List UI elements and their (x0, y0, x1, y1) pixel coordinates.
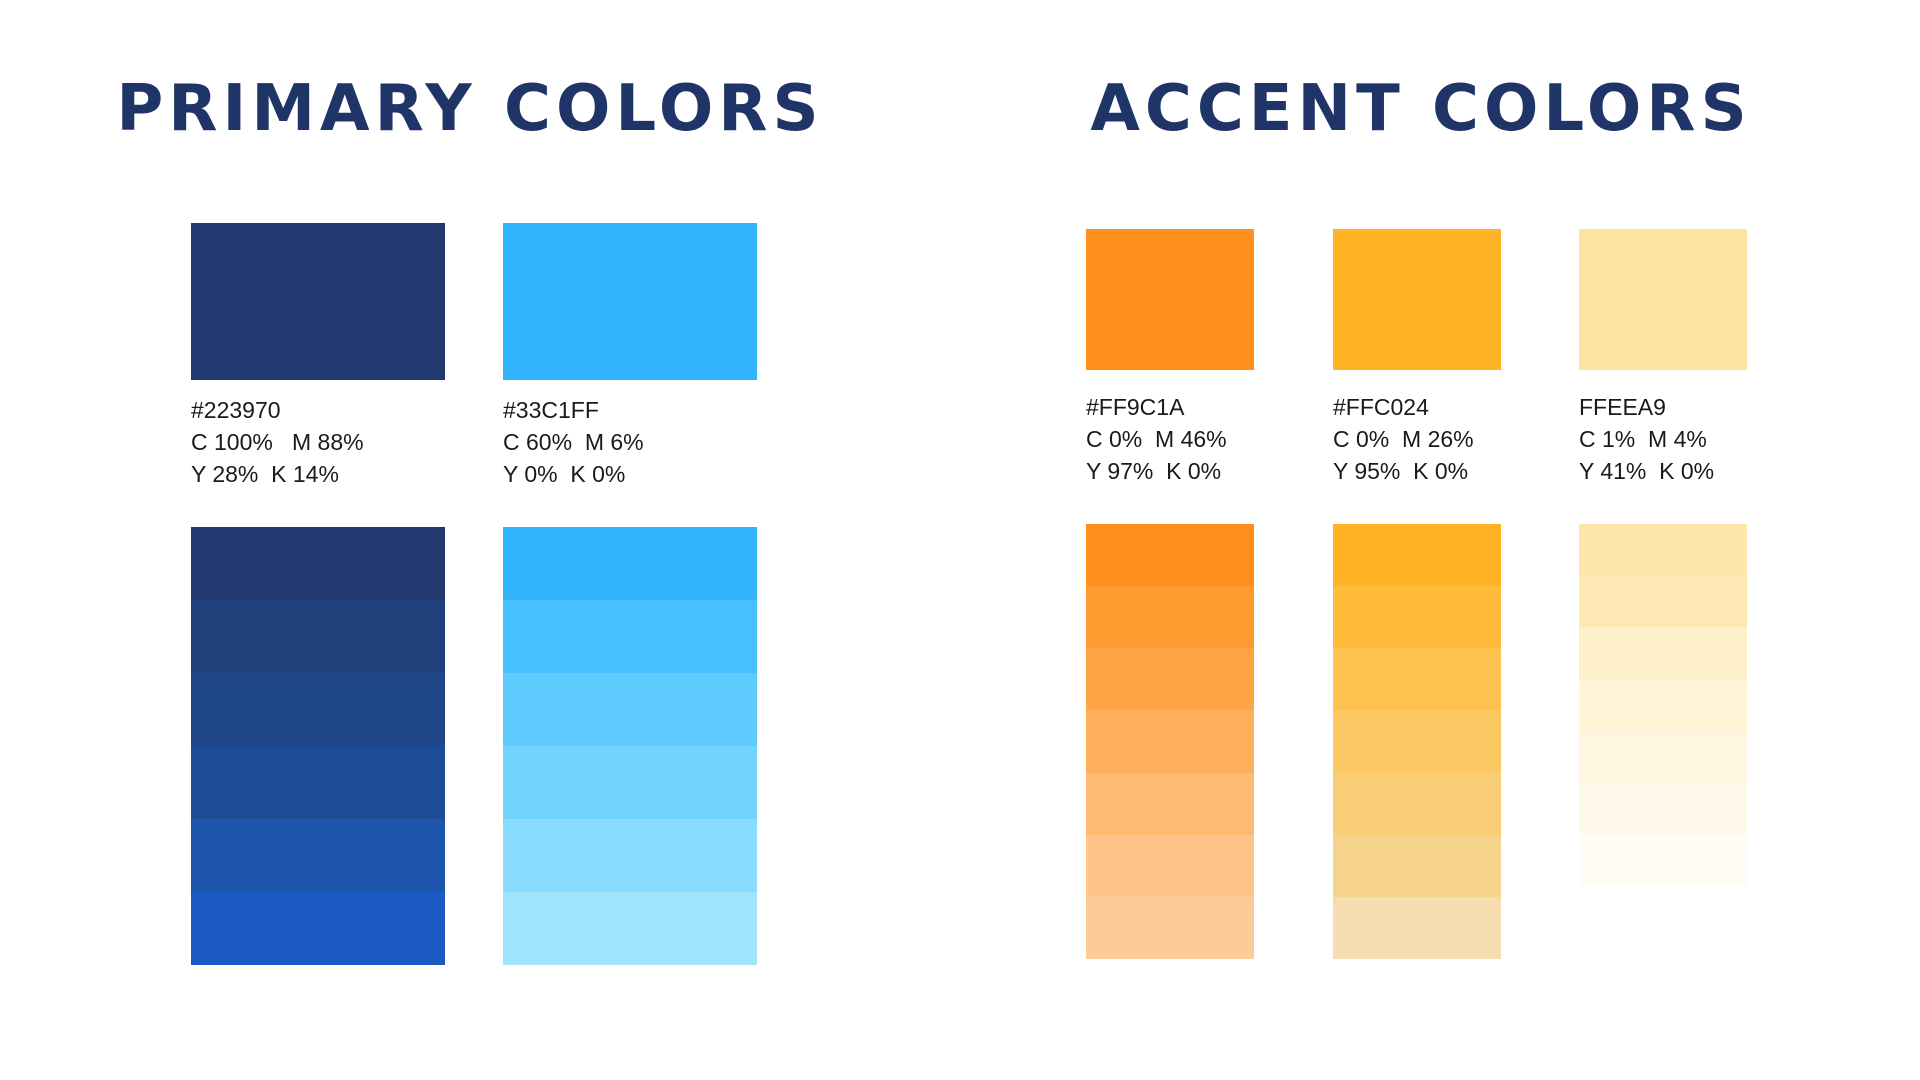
shade-band (503, 600, 757, 673)
shade-band (1086, 524, 1254, 587)
shade-column (1086, 524, 1254, 959)
shade-band (1333, 710, 1501, 773)
shade-band (1579, 524, 1747, 576)
shade-band (191, 746, 445, 819)
color-specs: #FF9C1A C 0% M 46% Y 97% K 0% (1086, 391, 1227, 487)
spec-line: Y 41% K 0% (1579, 458, 1715, 484)
color-specs: #33C1FF C 60% M 6% Y 0% K 0% (503, 394, 644, 490)
shade-band (1333, 772, 1501, 835)
shade-band (1333, 896, 1501, 959)
color-swatch (191, 223, 445, 380)
color-swatch (1579, 229, 1747, 370)
shade-band (1086, 710, 1254, 773)
color-specs: FFEEA9 C 1% M 4% Y 41% K 0% (1579, 391, 1714, 487)
shade-band (503, 746, 757, 819)
shade-band (503, 527, 757, 600)
color-specs: #FFC024 C 0% M 26% Y 95% K 0% (1333, 391, 1474, 487)
shade-band (1333, 648, 1501, 711)
shade-band (1086, 586, 1254, 649)
shade-band (503, 673, 757, 746)
spec-line: Y 28% K 14% (191, 461, 339, 487)
color-specs: #223970 C 100% M 88% Y 28% K 14% (191, 394, 364, 490)
spec-line: #33C1FF (503, 397, 599, 423)
shade-band (1333, 834, 1501, 897)
shade-band (191, 600, 445, 673)
spec-line: #FF9C1A (1086, 394, 1185, 420)
shade-band (191, 892, 445, 965)
shade-band (1579, 782, 1747, 835)
shade-band (1086, 772, 1254, 835)
spec-line: Y 95% K 0% (1333, 458, 1469, 484)
shade-band (1333, 524, 1501, 587)
spec-line: C 60% M 6% (503, 429, 644, 455)
section-title: PRIMARY COLORS (116, 72, 824, 146)
color-swatch (1333, 229, 1501, 370)
shade-column (1333, 524, 1501, 959)
shade-band (191, 673, 445, 746)
shade-band (191, 527, 445, 600)
color-swatch (1086, 229, 1254, 370)
color-swatch (503, 223, 757, 380)
spec-line: C 0% M 46% (1086, 426, 1227, 452)
shade-column (503, 527, 757, 965)
shade-band (1579, 730, 1747, 783)
spec-line: C 0% M 26% (1333, 426, 1474, 452)
spec-line: FFEEA9 (1579, 394, 1666, 420)
spec-line: C 1% M 4% (1579, 426, 1707, 452)
shade-column (191, 527, 445, 965)
shade-band (1086, 896, 1254, 959)
shade-band (1579, 575, 1747, 628)
shade-band (1579, 834, 1747, 887)
spec-line: #223970 (191, 397, 281, 423)
shade-column (1579, 524, 1747, 887)
shade-band (1333, 586, 1501, 649)
spec-line: #FFC024 (1333, 394, 1429, 420)
shade-band (1086, 648, 1254, 711)
shade-band (1579, 627, 1747, 680)
shade-band (1086, 834, 1254, 897)
spec-line: C 100% M 88% (191, 429, 364, 455)
shade-band (1579, 679, 1747, 731)
spec-line: Y 0% K 0% (503, 461, 626, 487)
shade-band (503, 819, 757, 892)
section-title: ACCENT COLORS (1090, 72, 1752, 146)
shade-band (503, 892, 757, 965)
spec-line: Y 97% K 0% (1086, 458, 1222, 484)
shade-band (191, 819, 445, 892)
